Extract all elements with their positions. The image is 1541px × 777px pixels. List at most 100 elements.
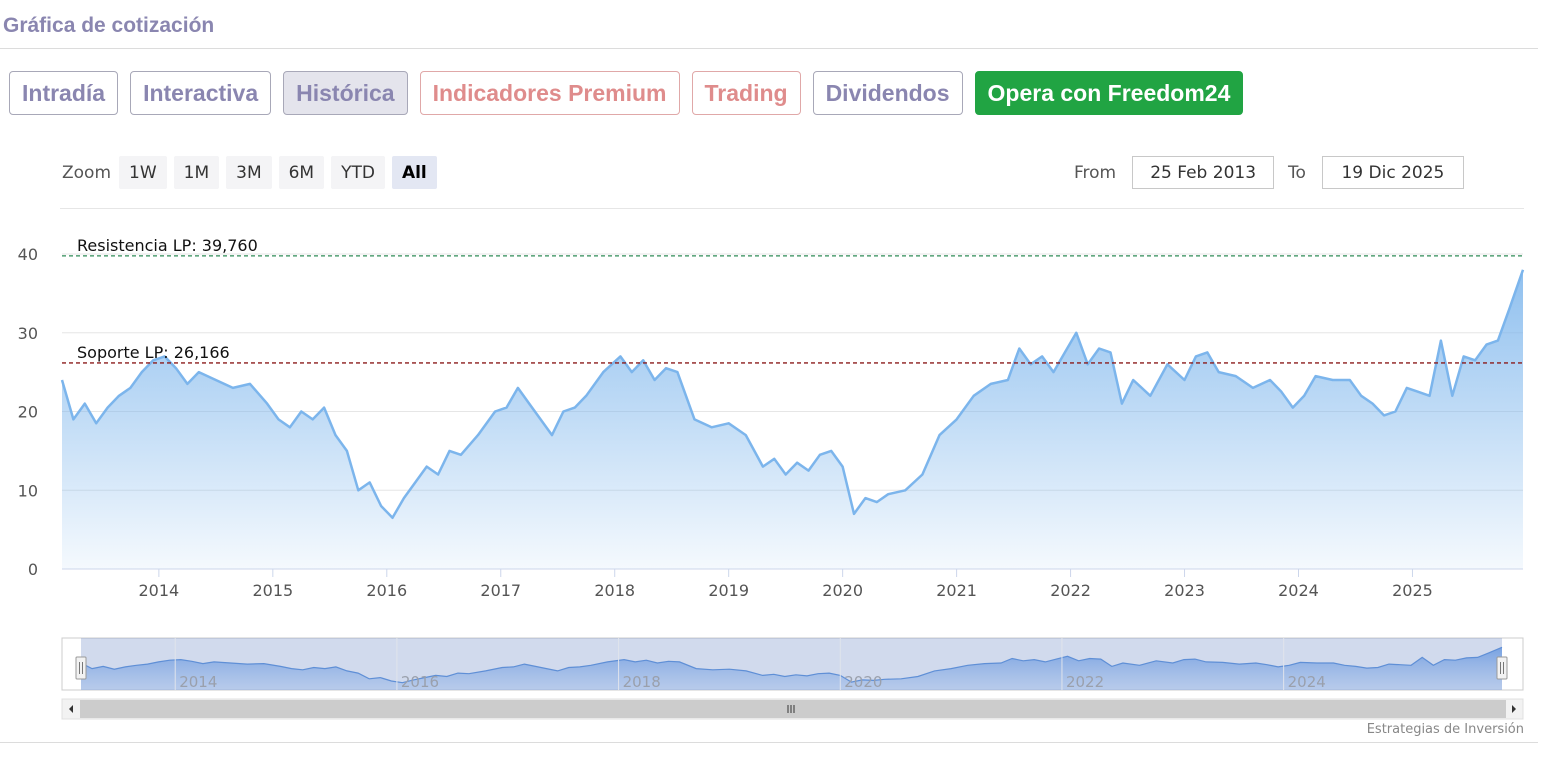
- price-point: [642, 360, 644, 362]
- tab-dividendos[interactable]: Dividendos: [812, 71, 963, 115]
- zoom-3m-button[interactable]: 3M: [226, 156, 272, 189]
- tab-interactiva[interactable]: Interactiva: [130, 71, 272, 115]
- price-point: [437, 474, 439, 476]
- zoom-1m-button[interactable]: 1M: [173, 156, 220, 189]
- price-point: [939, 434, 941, 436]
- price-point: [278, 419, 280, 421]
- zoom-6m-button[interactable]: 6M: [278, 156, 325, 189]
- price-point: [477, 434, 479, 436]
- chart-tabs: Intradía Interactiva Histórica Indicadores …: [9, 71, 1244, 115]
- price-point: [84, 403, 86, 405]
- price-area: [62, 269, 1523, 569]
- price-point: [694, 419, 696, 421]
- price-point: [1315, 375, 1317, 377]
- navigator-right-handle[interactable]: [1496, 656, 1508, 680]
- y-tick-label: 30: [18, 324, 38, 343]
- zoom-1w-button[interactable]: 1W: [119, 156, 167, 189]
- price-point: [1497, 340, 1499, 342]
- title-divider: [0, 48, 1538, 49]
- price-point: [973, 395, 975, 397]
- price-point: [289, 427, 291, 429]
- price-point: [1098, 348, 1100, 350]
- tab-indicadores-premium[interactable]: Indicadores Premium: [419, 71, 680, 115]
- price-point: [677, 371, 679, 373]
- x-tick-label: 2016: [366, 581, 407, 600]
- footer-divider: [0, 742, 1538, 743]
- resistance-label: Resistencia LP: 39,760: [77, 236, 258, 255]
- price-point: [865, 497, 867, 499]
- price-point: [1167, 364, 1169, 366]
- y-tick-label: 0: [28, 560, 38, 579]
- price-point: [1019, 348, 1021, 350]
- from-label: From: [1074, 162, 1117, 183]
- price-point: [426, 466, 428, 468]
- y-tick-label: 20: [18, 403, 38, 422]
- price-point: [1383, 415, 1385, 417]
- price-point: [1064, 352, 1066, 354]
- zoom-selector: Zoom 1W 1M 3M 6M YTD All: [62, 156, 444, 189]
- price-point: [853, 513, 855, 515]
- price-point: [1332, 379, 1334, 381]
- price-point: [1406, 387, 1408, 389]
- price-point: [494, 411, 496, 413]
- price-point: [517, 387, 519, 389]
- price-point: [796, 462, 798, 464]
- price-point: [1349, 379, 1351, 381]
- price-point: [1150, 395, 1152, 397]
- scroll-left-arrow-icon[interactable]: [69, 705, 73, 713]
- tab-trading[interactable]: Trading: [691, 71, 801, 115]
- navigator-tick-label: 2022: [1066, 673, 1104, 691]
- tab-opera-con-freedom24[interactable]: Opera con Freedom24: [974, 71, 1244, 115]
- price-point: [585, 395, 587, 397]
- from-date-input[interactable]: 25 Feb 2013: [1132, 156, 1275, 189]
- price-point: [1463, 356, 1465, 358]
- range-from: From 25 Feb 2013: [1074, 156, 1275, 189]
- zoom-ytd-button[interactable]: YTD: [331, 156, 385, 189]
- navigator-left-handle[interactable]: [75, 656, 87, 680]
- price-point: [1372, 403, 1374, 405]
- scroll-right-arrow-icon[interactable]: [1512, 705, 1516, 713]
- price-point: [95, 423, 97, 425]
- x-tick-label: 2018: [594, 581, 635, 600]
- price-point: [1395, 411, 1397, 413]
- price-point: [1132, 379, 1134, 381]
- price-point: [346, 450, 348, 452]
- price-point: [887, 493, 889, 495]
- price-point: [1360, 395, 1362, 397]
- price-point: [762, 466, 764, 468]
- price-point: [249, 383, 251, 385]
- tab-hist-rica[interactable]: Histórica: [283, 71, 408, 115]
- price-point: [1417, 391, 1419, 393]
- price-point: [905, 490, 907, 492]
- to-label: To: [1288, 162, 1306, 183]
- price-point: [551, 434, 553, 436]
- price-point: [335, 434, 337, 436]
- price-point: [774, 458, 776, 460]
- price-point: [369, 482, 371, 484]
- price-point: [563, 411, 565, 413]
- x-tick-label: 2023: [1164, 581, 1205, 600]
- price-point: [540, 419, 542, 421]
- price-point: [808, 470, 810, 472]
- tab-intrad-a[interactable]: Intradía: [9, 71, 119, 115]
- price-point: [1053, 371, 1055, 373]
- to-date-input[interactable]: 19 Dic 2025: [1321, 156, 1464, 189]
- navigator-tick-label: 2024: [1288, 673, 1326, 691]
- price-point: [1486, 344, 1488, 346]
- price-point: [1440, 340, 1442, 342]
- price-point: [1452, 395, 1454, 397]
- x-tick-label: 2020: [822, 581, 863, 600]
- price-point: [107, 407, 109, 409]
- price-point: [990, 383, 992, 385]
- chart-credits[interactable]: Estrategias de Inversión: [1366, 722, 1524, 737]
- price-point: [1474, 360, 1476, 362]
- zoom-all-button[interactable]: All: [391, 156, 437, 189]
- price-point: [301, 411, 303, 413]
- zoom-label: Zoom: [62, 162, 112, 183]
- navigator-tick-label: 2020: [844, 673, 882, 691]
- price-point: [922, 474, 924, 476]
- scrollbar-thumb[interactable]: [80, 700, 1506, 718]
- navigator-tick-label: 2014: [179, 673, 217, 691]
- price-point: [1195, 356, 1197, 358]
- price-line: [60, 269, 1525, 520]
